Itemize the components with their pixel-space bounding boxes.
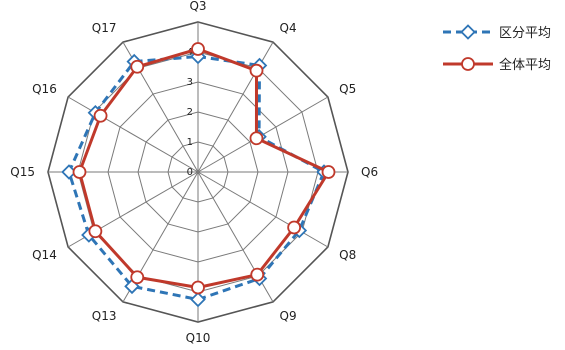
data-point [191,280,205,295]
category-label: Q6 [361,165,378,179]
data-point [249,63,264,78]
radial-tick-label: 1 [187,137,193,148]
grid-spoke [197,171,329,248]
radial-tick-label: 0 [187,167,193,178]
category-label: Q13 [92,309,117,323]
category-label: Q8 [339,248,356,262]
radial-tick-label: 2 [187,107,193,118]
category-label: Q16 [32,82,57,96]
category-label: Q15 [10,165,35,179]
data-point [130,59,145,74]
category-label: Q17 [92,21,117,35]
data-point [93,108,108,123]
data-point [88,224,103,239]
data-point [249,131,264,146]
category-label: Q5 [339,82,356,96]
legend-marker [461,57,475,71]
category-labels: Q3 Q4 Q5 Q6 Q8 Q9 Q10 Q13 Q14 Q15 Q16 Q17 [10,0,378,345]
category-label: Q14 [32,248,57,262]
category-label: Q9 [280,309,297,323]
legend-label: 区分平均 [499,26,551,41]
data-point [321,165,336,179]
data-point [72,165,87,179]
category-label: Q3 [189,0,206,13]
series-line [67,55,326,301]
data-point [190,291,206,308]
data-point [191,42,205,56]
legend-marker [460,24,476,40]
series-1 [61,48,332,308]
data-point [250,267,265,282]
category-label: Q10 [186,331,211,345]
radial-tick-label: 3 [187,77,193,88]
series-2 [72,42,336,295]
radar-grid [47,21,349,323]
series-layer [61,42,336,308]
legend-label: 全体平均 [499,57,551,73]
data-point [287,220,302,235]
grid-spoke [67,96,199,173]
data-point [130,270,145,285]
category-label: Q4 [280,21,297,35]
